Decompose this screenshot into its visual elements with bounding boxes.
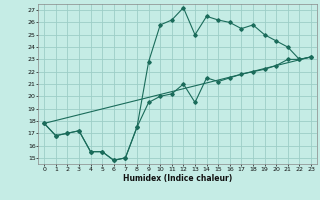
X-axis label: Humidex (Indice chaleur): Humidex (Indice chaleur) <box>123 174 232 183</box>
